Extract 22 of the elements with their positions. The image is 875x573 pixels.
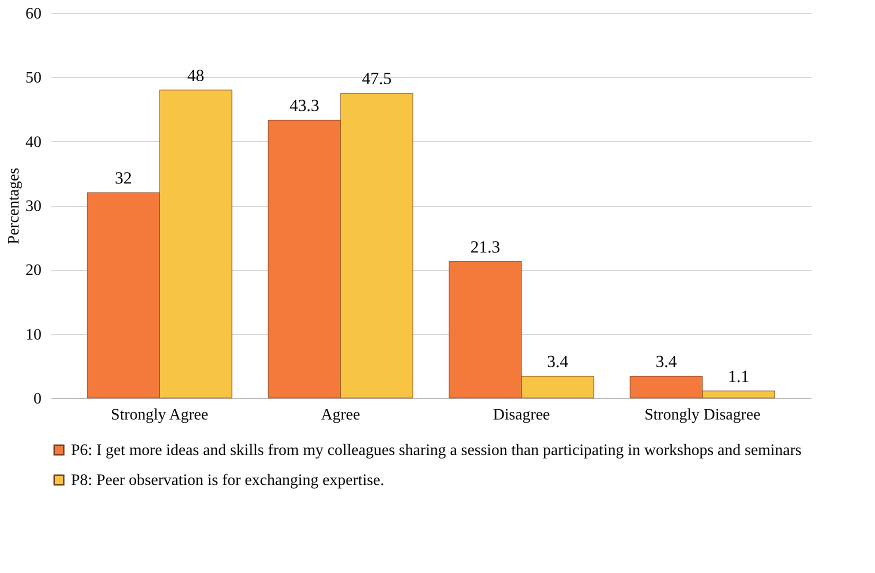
y-axis-title: Percentages (6, 168, 22, 244)
legend-label: P8: Peer observation is for exchanging expertise. (71, 472, 384, 489)
data-label: 3.4 (547, 352, 569, 372)
x-tick-label: Strongly Disagree (644, 406, 760, 424)
y-tick-label: 60 (26, 6, 42, 22)
y-tick-label: 20 (26, 262, 42, 280)
data-label: 3.4 (656, 352, 678, 372)
data-label: 32 (114, 168, 132, 188)
y-tick-label: 40 (26, 134, 42, 151)
data-label: 21.3 (470, 237, 500, 256)
x-tick-label: Agree (320, 406, 360, 424)
data-label: 1.1 (728, 366, 750, 386)
legend-label: P6: I get more ideas and skills from my colleagues sharing a session than participating in workshops and seminars (71, 442, 802, 459)
y-tick-label: 30 (26, 198, 42, 215)
y-tick-label: 50 (26, 70, 42, 87)
y-tick-label: 0 (34, 390, 42, 408)
x-tick-label: Strongly Agree (110, 406, 208, 424)
y-tick-label: 10 (26, 326, 42, 344)
data-label: 48 (187, 66, 204, 85)
data-label: 47.5 (362, 69, 392, 88)
data-label: 43.3 (289, 96, 320, 116)
x-tick-label: Disagree (493, 406, 550, 424)
